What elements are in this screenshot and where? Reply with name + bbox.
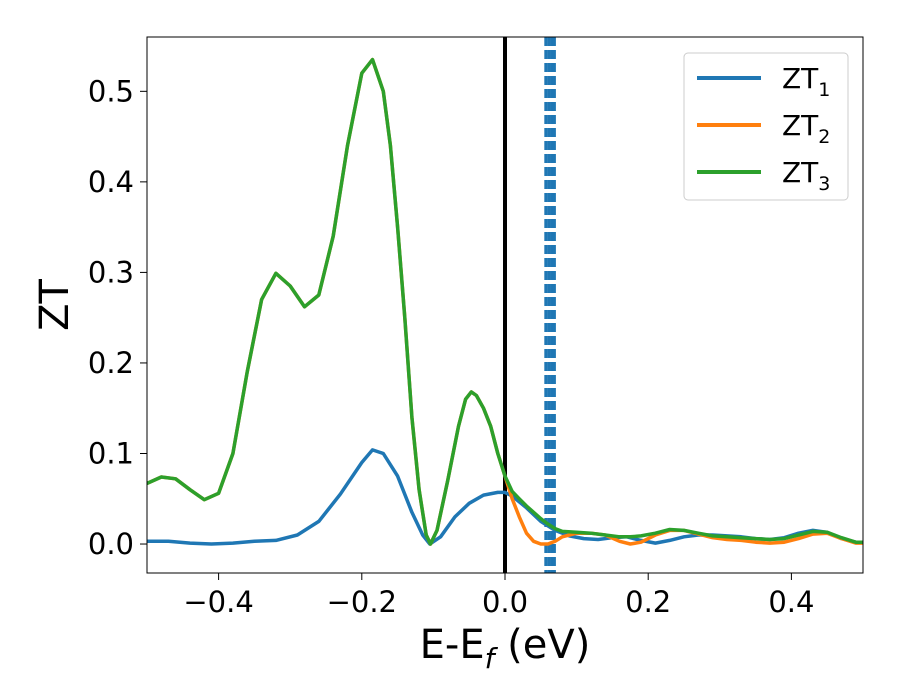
y-tick-label: 0.0 [88,527,134,561]
legend-label-zt3: ZT3 [782,156,830,195]
y-tick-label: 0.3 [88,255,134,289]
x-tick-label: 0.2 [625,585,671,619]
y-tick-label: 0.4 [88,165,134,199]
series-lines [147,57,863,546]
legend: ZT1 ZT2 ZT3 [683,52,849,201]
y-axis: 0.0 0.1 0.2 0.3 0.4 0.5 [88,74,147,561]
reference-lines [503,37,556,573]
legend-label-zt2: ZT2 [782,109,830,148]
legend-label-zt1: ZT1 [782,62,830,101]
y-tick-label: 0.5 [88,74,134,108]
series-line-zt3 [147,57,863,546]
x-tick-label: −0.2 [327,585,397,619]
y-tick-label: 0.1 [88,436,134,470]
y-axis-title: ZT [32,279,78,331]
x-tick-label: 0.0 [482,585,528,619]
legend-box [683,52,849,201]
x-axis-title: E-Ef (eV) [420,622,591,675]
x-tick-label: 0.4 [768,585,814,619]
x-axis: −0.4 −0.2 0.0 0.2 0.4 [183,573,814,619]
x-tick-label: −0.4 [183,585,253,619]
y-tick-label: 0.2 [88,346,134,380]
